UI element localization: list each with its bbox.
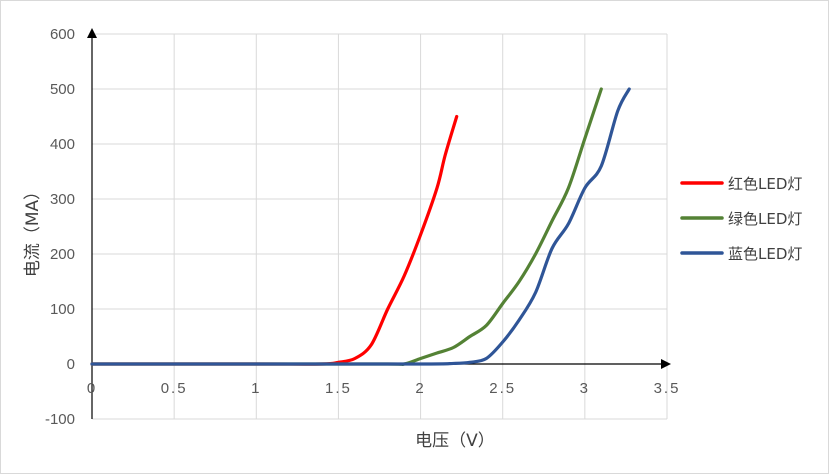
legend-label: 红色LED灯: [728, 175, 802, 193]
gridlines: [91, 33, 668, 420]
y-tick-label: 600: [50, 26, 75, 43]
y-tick-label: 200: [50, 246, 75, 263]
series-line-2: [90, 87, 603, 366]
y-tick-label: 500: [50, 81, 75, 98]
y-tick-label: 300: [50, 191, 75, 208]
series-line-3: [90, 87, 631, 366]
series-lines: [90, 87, 631, 366]
legend-label: 绿色LED灯: [728, 210, 802, 228]
y-tick-label: 100: [50, 301, 75, 318]
series-line-1: [90, 114, 459, 366]
x-tick-label: 1.5: [325, 380, 352, 397]
y-tick-label: 400: [50, 136, 75, 153]
x-tick-label: 1: [251, 380, 261, 397]
tick-labels: 600 500 400 300 200 100 0 -100 0 0.5 1 1.5 2 2.5 3 3.5: [45, 26, 681, 428]
x-tick-label: 0: [87, 380, 97, 397]
y-axis-title: 电流（MA）: [23, 183, 43, 277]
x-tick-label: 0.5: [161, 380, 188, 397]
x-tick-label: 3.5: [654, 380, 681, 397]
x-axis-title: 电压（V）: [415, 431, 495, 451]
y-tick-label: 0: [67, 356, 75, 373]
x-tick-label: 2: [415, 380, 425, 397]
y-tick-label: -100: [45, 411, 75, 428]
axes: [87, 28, 671, 419]
legend-label: 蓝色LED灯: [728, 245, 802, 263]
x-tick-label: 2.5: [489, 380, 516, 397]
x-tick-label: 3: [580, 380, 590, 397]
